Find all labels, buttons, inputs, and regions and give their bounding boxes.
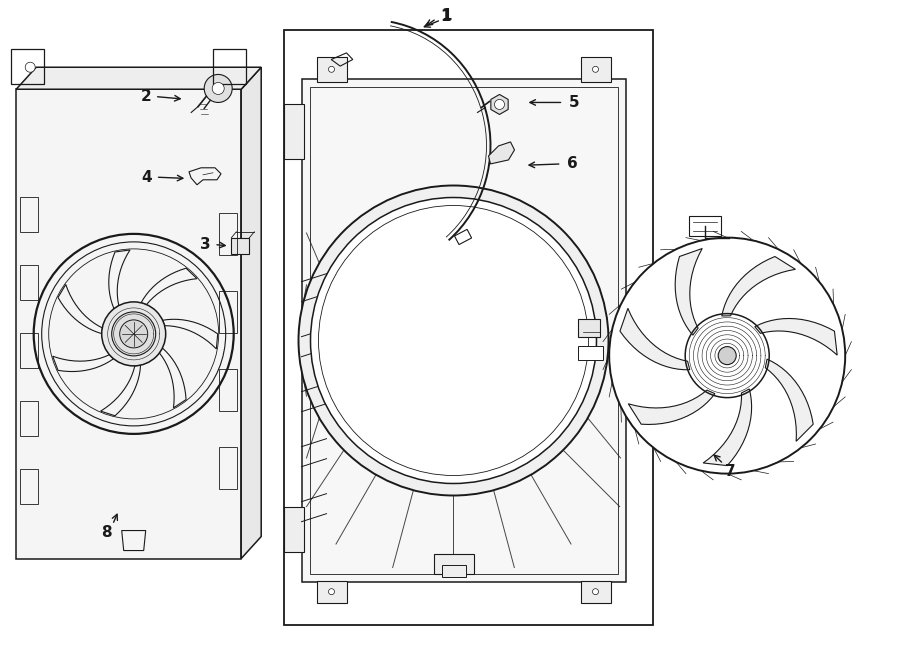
Text: 7: 7 [725, 464, 736, 479]
Polygon shape [703, 389, 751, 465]
Bar [442, 564, 465, 576]
Bar [220, 369, 238, 410]
Text: 8: 8 [101, 525, 112, 540]
Bar [578, 346, 603, 360]
Polygon shape [16, 67, 261, 89]
Polygon shape [489, 142, 515, 164]
Polygon shape [491, 95, 508, 114]
Text: 3: 3 [200, 237, 211, 252]
Polygon shape [241, 67, 261, 559]
Circle shape [609, 237, 845, 474]
Text: 1: 1 [440, 9, 451, 24]
Bar [284, 104, 303, 159]
Circle shape [328, 589, 335, 595]
Bar [580, 57, 610, 82]
Bar [16, 89, 241, 559]
Bar [220, 447, 238, 488]
Text: 2: 2 [140, 89, 151, 104]
Circle shape [25, 62, 35, 72]
Bar [20, 264, 38, 299]
Bar [20, 469, 38, 504]
Polygon shape [765, 359, 814, 442]
Ellipse shape [310, 198, 597, 483]
Bar [302, 79, 626, 582]
Text: 6: 6 [567, 157, 578, 171]
Text: 4: 4 [141, 170, 152, 184]
Circle shape [102, 302, 166, 366]
Circle shape [328, 66, 335, 72]
Bar [20, 196, 38, 231]
Bar [317, 57, 346, 82]
Bar [434, 554, 473, 574]
Circle shape [592, 589, 598, 595]
Bar [284, 507, 303, 552]
Circle shape [112, 312, 156, 356]
Circle shape [592, 66, 598, 72]
Circle shape [204, 75, 232, 102]
Bar [231, 238, 249, 254]
Circle shape [212, 83, 224, 95]
Text: 1: 1 [441, 8, 452, 22]
Bar [578, 319, 599, 337]
Bar [580, 580, 610, 603]
Polygon shape [620, 308, 689, 369]
Ellipse shape [319, 206, 589, 475]
Bar [317, 580, 346, 603]
Circle shape [494, 99, 505, 110]
Circle shape [120, 320, 148, 348]
Bar [310, 87, 617, 574]
Bar [220, 213, 238, 254]
Bar [20, 332, 38, 368]
Polygon shape [675, 249, 702, 335]
Polygon shape [722, 256, 796, 316]
Text: 5: 5 [569, 95, 580, 110]
Bar [284, 30, 652, 625]
Bar [20, 401, 38, 436]
Polygon shape [628, 390, 715, 424]
Polygon shape [755, 319, 837, 355]
Bar [220, 291, 238, 332]
Circle shape [718, 346, 736, 365]
Ellipse shape [299, 186, 608, 496]
